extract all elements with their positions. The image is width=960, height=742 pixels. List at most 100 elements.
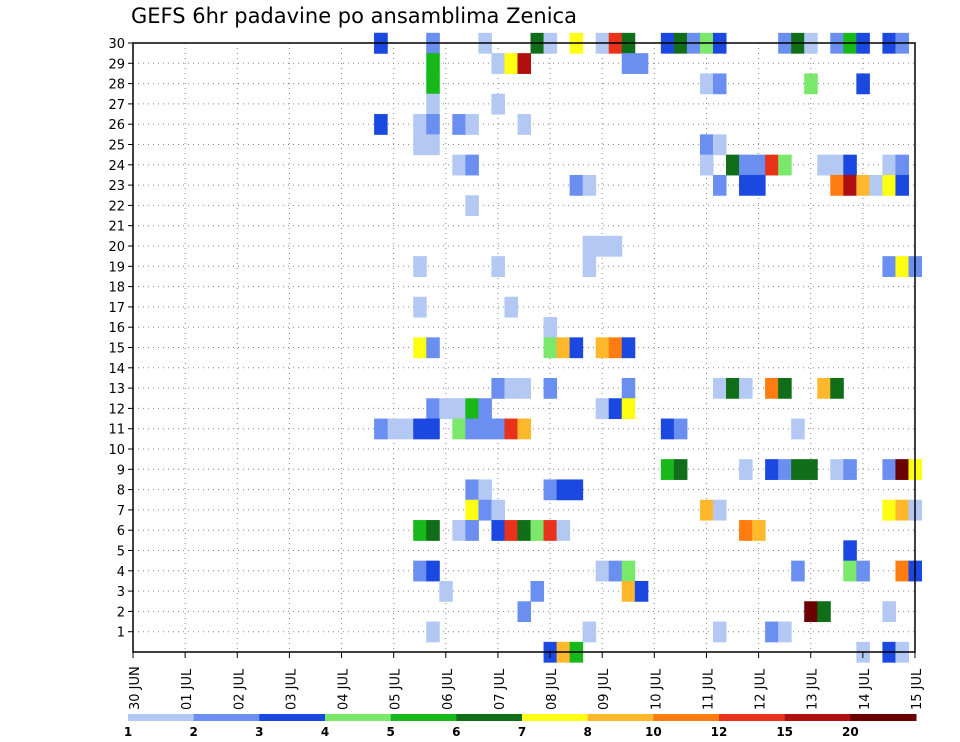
x-tick-label: 10 JUL [649, 668, 664, 710]
legend-swatch [784, 714, 851, 721]
legend-label: 5 [386, 725, 394, 739]
heatmap-cell [765, 459, 779, 480]
heatmap-cell [882, 499, 896, 521]
heatmap-cell [712, 174, 727, 196]
heatmap-cell [582, 621, 597, 643]
heatmap-cell [413, 520, 427, 541]
heatmap-cell [712, 134, 727, 156]
heatmap-cell [634, 580, 649, 602]
heatmap-cell [465, 520, 479, 541]
heatmap-cell [621, 377, 636, 399]
heatmap-cell [413, 114, 427, 135]
legend-swatch [653, 714, 720, 721]
heatmap-cell [478, 418, 492, 440]
heatmap-cell [634, 53, 649, 74]
heatmap-cell [387, 418, 401, 440]
heatmap-cell [595, 337, 610, 359]
heatmap-cell [739, 377, 753, 399]
heatmap-cell [504, 520, 518, 541]
heatmap-cell [817, 601, 831, 623]
heatmap-cell [374, 418, 388, 440]
x-tick-label: 05 JUL [389, 668, 404, 710]
heatmap-cell [595, 235, 610, 257]
heatmap-cell [426, 93, 440, 115]
heatmap-cell [426, 53, 440, 74]
heatmap-cell [426, 621, 440, 643]
heatmap-cell [465, 114, 479, 135]
heatmap-cell [830, 174, 844, 196]
legend-label: 8 [583, 725, 591, 739]
heatmap-cell [778, 621, 792, 643]
legend-swatch [390, 714, 457, 721]
heatmap-cell [608, 560, 623, 582]
heatmap-cell [726, 154, 740, 176]
heatmap-cell [504, 418, 518, 440]
legend-label: 3 [255, 725, 263, 739]
heatmap-cell [752, 174, 766, 196]
heatmap-cell [413, 560, 427, 582]
heatmap-cell [452, 520, 466, 541]
heatmap-cell [712, 377, 727, 399]
heatmap-cell [882, 174, 896, 196]
heatmap-cell [895, 256, 909, 277]
heatmap-cell [504, 377, 518, 399]
heatmap-cell [739, 520, 753, 541]
legend-swatch [325, 714, 392, 721]
heatmap-cell [478, 479, 492, 501]
y-tick-label: 19 [108, 260, 125, 275]
heatmap-cell [556, 479, 571, 501]
heatmap-cell [895, 459, 909, 480]
legend-swatch [193, 714, 260, 721]
y-tick-label: 30 [108, 37, 125, 52]
heatmap-cell [517, 520, 532, 541]
x-tick-label: 30 JUN [128, 666, 143, 710]
heatmap-cell [491, 418, 505, 440]
heatmap-cell [765, 154, 779, 176]
heatmap-cell [843, 174, 857, 196]
y-tick-label: 11 [108, 423, 125, 438]
heatmap-cell [543, 479, 558, 501]
heatmap-cell [830, 459, 844, 480]
y-tick-label: 3 [117, 585, 125, 600]
heatmap-cell [517, 53, 532, 74]
heatmap-cell [712, 73, 727, 95]
y-tick-label: 15 [108, 342, 125, 357]
y-tick-label: 17 [108, 301, 125, 316]
x-tick-label: 11 JUL [701, 668, 716, 710]
legend-swatch [587, 714, 654, 721]
y-tick-label: 12 [108, 402, 125, 417]
heatmap-cell [426, 520, 440, 541]
heatmap-cell [830, 154, 844, 176]
heatmap-cell [491, 53, 505, 74]
heatmap-cell [556, 520, 571, 541]
heatmap-cell [765, 621, 779, 643]
y-tick-label: 20 [108, 240, 125, 255]
heatmap-cell [374, 114, 388, 135]
heatmap-cell [895, 499, 909, 521]
heatmap-cell [530, 520, 545, 541]
heatmap-cell [504, 53, 518, 74]
heatmap-cell [621, 53, 636, 74]
y-tick-label: 1 [117, 626, 125, 641]
heatmap-cell [765, 377, 779, 399]
heatmap-cell [843, 540, 857, 562]
heatmap-cell [582, 235, 597, 257]
legend-swatch [128, 714, 195, 721]
heatmap-cell [465, 499, 479, 521]
heatmap-cell [569, 479, 584, 501]
heatmap-cell [452, 418, 466, 440]
heatmap-cell [413, 296, 427, 318]
heatmap-cell [804, 459, 818, 480]
y-tick-label: 13 [108, 382, 125, 397]
heatmap-cell [569, 337, 584, 359]
heatmap-cell [699, 134, 714, 156]
legend-swatch [259, 714, 326, 721]
heatmap-cell [699, 154, 714, 176]
heatmap-cell [426, 418, 440, 440]
heatmap-cell [739, 174, 753, 196]
heatmap-cell [504, 296, 518, 318]
heatmap-cell [895, 154, 909, 176]
y-tick-label: 9 [117, 463, 125, 478]
heatmap-cell [530, 580, 545, 602]
